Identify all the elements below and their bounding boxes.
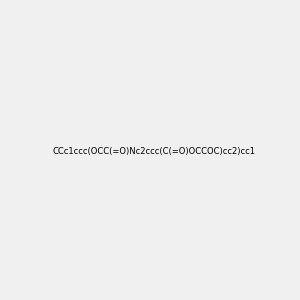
Text: CCc1ccc(OCC(=O)Nc2ccc(C(=O)OCCOC)cc2)cc1: CCc1ccc(OCC(=O)Nc2ccc(C(=O)OCCOC)cc2)cc1 <box>52 147 255 156</box>
